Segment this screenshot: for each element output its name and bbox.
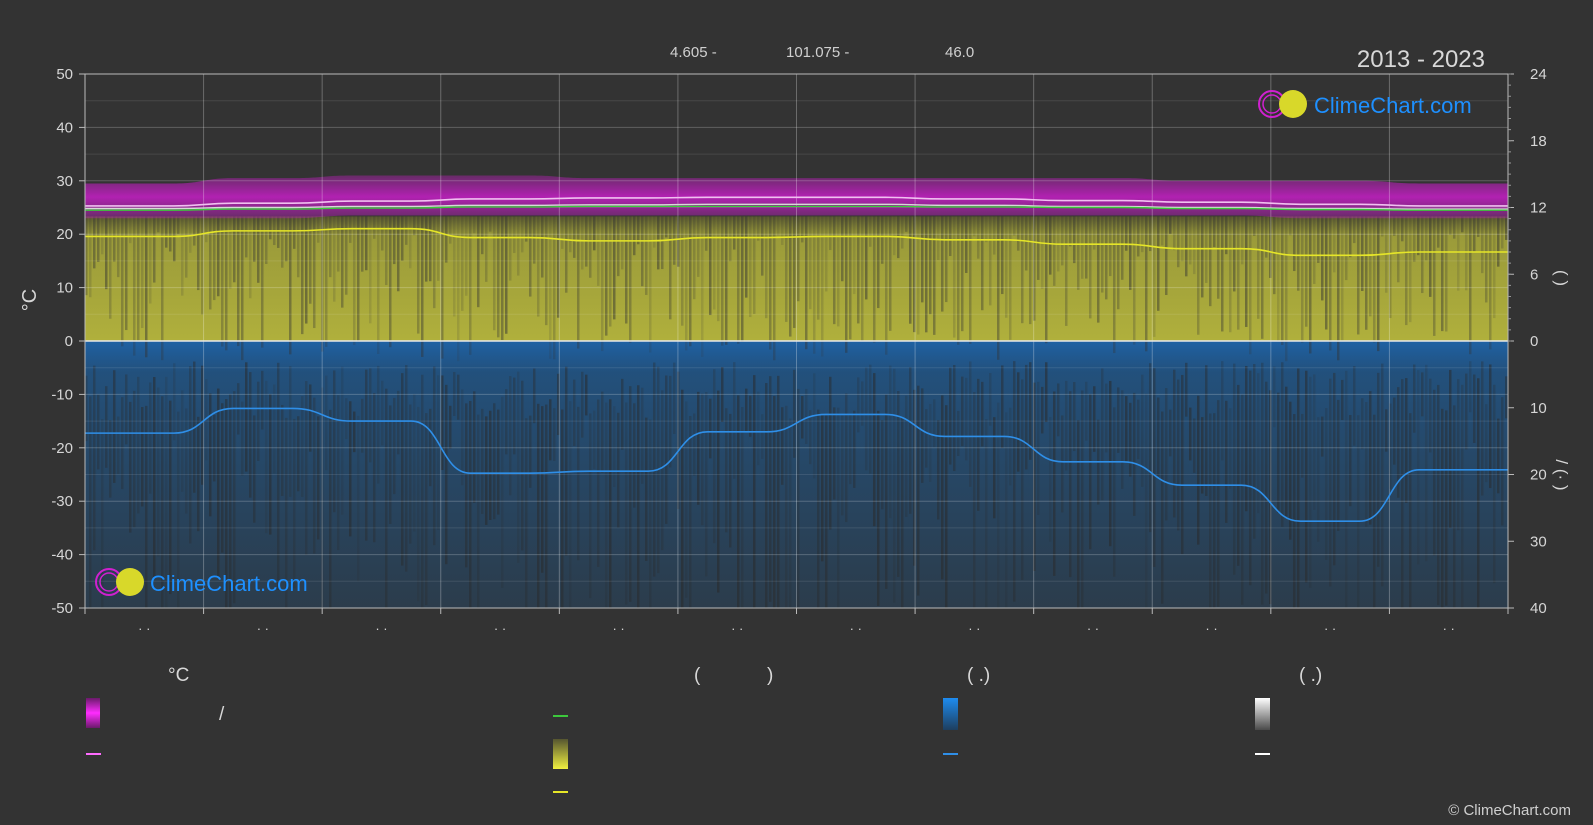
month-label: · ·: [375, 621, 387, 636]
left-tick-label: 50: [56, 66, 73, 83]
sunshine-line: [85, 227, 1508, 257]
left-tick-label: -50: [51, 600, 73, 617]
legend-snow-line-swatch: [1255, 753, 1270, 755]
legend-rain-swatch: [943, 698, 958, 730]
legend-sunshine-line-swatch: [553, 791, 568, 793]
month-label: · ·: [138, 621, 150, 636]
right-bottom-tick-label: 10: [1530, 400, 1547, 417]
right-bottom-tick-label: 30: [1530, 533, 1547, 550]
right-top-tick-label: 24: [1530, 66, 1547, 83]
rain-streaks: [85, 361, 1508, 608]
month-label: · ·: [731, 621, 743, 636]
legend-temp-range-slash: /: [219, 704, 225, 725]
temperature-daily-line: [85, 203, 1508, 210]
latitude-value: 4.605 -: [670, 44, 717, 61]
logo-sun-icon: [116, 568, 144, 596]
brand-logo-bottom[interactable]: ClimeChart.com: [95, 568, 308, 596]
legend-rain-header: ( .): [967, 665, 991, 686]
left-tick-label: 10: [56, 280, 73, 297]
longitude-value: 101.075 -: [786, 44, 850, 61]
left-tick-label: 30: [56, 173, 73, 190]
left-tick-label: -10: [51, 386, 73, 403]
legend-snow-swatch: [1255, 698, 1270, 730]
right-axis-top-label: ( ): [1552, 270, 1571, 286]
month-label: · ·: [850, 621, 862, 636]
right-axis-bottom-label: / (· ): [1552, 459, 1571, 490]
legend-temp-mean-swatch: [86, 753, 101, 755]
brand-name: ClimeChart.com: [1314, 93, 1472, 118]
brand-logo-top[interactable]: ClimeChart.com: [1258, 90, 1472, 118]
legend-sun-header-open: (: [694, 665, 701, 686]
month-label: · ·: [257, 621, 269, 636]
rain-band: [85, 341, 1508, 608]
legend-sun-header-close: ): [767, 665, 774, 686]
left-tick-label: -20: [51, 440, 73, 457]
logo-sun-icon: [1279, 90, 1307, 118]
copyright: © ClimeChart.com: [1448, 802, 1571, 819]
month-label: · ·: [1087, 621, 1099, 636]
left-axis-label: °C: [19, 289, 41, 311]
legend-temp-header: °C: [168, 665, 190, 686]
legend-rain-line-swatch: [943, 753, 958, 755]
right-bottom-tick-label: 40: [1530, 600, 1547, 617]
left-tick-label: -40: [51, 547, 73, 564]
month-label: · ·: [968, 621, 980, 636]
right-top-tick-label: 0: [1530, 333, 1538, 350]
legend-sunshine-swatch: [553, 739, 568, 769]
left-tick-label: -30: [51, 493, 73, 510]
month-label: · ·: [612, 621, 624, 636]
month-label: · ·: [494, 621, 506, 636]
temperature-mean-line: [85, 196, 1508, 207]
axes: 50 40 30 20 10 0 -10 -20 -30 -40 -50 24 18 12 6 0 10 20 30…: [51, 66, 1546, 636]
period-label: 2013 - 2023: [1356, 46, 1485, 73]
left-tick-label: 0: [65, 333, 73, 350]
legend-dewpoint-swatch: [553, 715, 568, 717]
dewpoint-line: [85, 205, 1508, 211]
legend-snow-header: ( .): [1299, 665, 1323, 686]
month-label: · ·: [1324, 621, 1336, 636]
right-top-tick-label: 12: [1530, 200, 1547, 217]
elevation-value: 46.0: [945, 44, 975, 61]
right-bottom-tick-label: 20: [1530, 467, 1547, 484]
month-label: · ·: [1205, 621, 1217, 636]
rain-line: [85, 407, 1508, 523]
brand-name: ClimeChart.com: [150, 571, 308, 596]
legend-temp-range-swatch: [86, 698, 100, 728]
left-tick-label: 20: [56, 226, 73, 243]
sunshine-band: [85, 216, 1508, 341]
left-tick-label: 40: [56, 119, 73, 136]
right-top-tick-label: 18: [1530, 133, 1547, 150]
right-top-tick-label: 6: [1530, 266, 1538, 283]
month-label: · ·: [1443, 621, 1455, 636]
